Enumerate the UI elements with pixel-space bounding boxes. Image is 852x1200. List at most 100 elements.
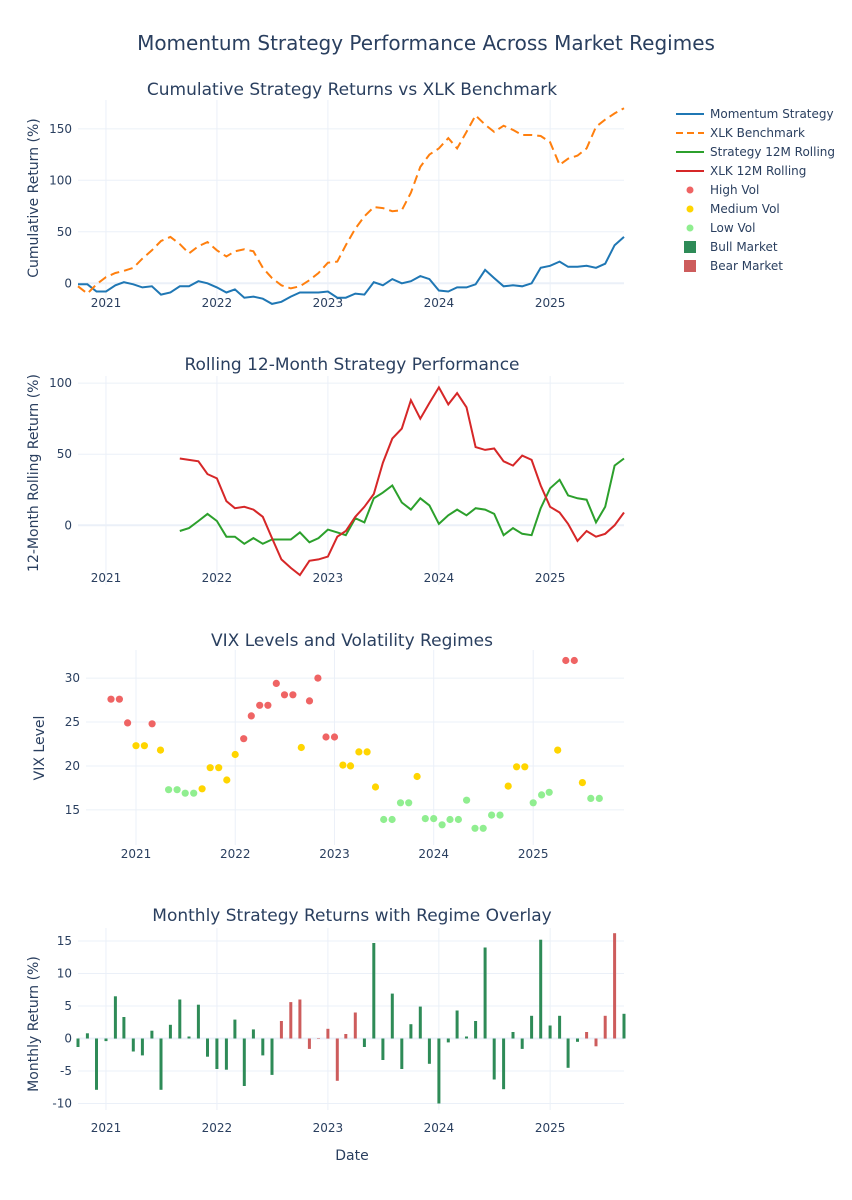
panel3-ytick: 20 — [65, 759, 80, 773]
vix-point — [454, 815, 462, 824]
monthly-return-bar — [279, 1021, 283, 1039]
panel2-xtick: 2021 — [91, 571, 122, 585]
panel1-title: Cumulative Strategy Returns vs XLK Bench… — [147, 80, 557, 100]
monthly-return-bar — [400, 1038, 404, 1069]
vix-point — [297, 743, 305, 752]
vix-point — [446, 815, 454, 824]
monthly-return-bar — [289, 1002, 293, 1039]
panel4-xtick: 2024 — [424, 1121, 455, 1135]
panel1-xtick: 2023 — [313, 296, 344, 310]
monthly-return-bar — [353, 1012, 357, 1039]
legend-label: Momentum Strategy — [710, 107, 834, 121]
monthly-return-bar — [131, 1038, 135, 1052]
panel4-title: Monthly Strategy Returns with Regime Ove… — [152, 906, 551, 926]
panel2-ytick: 100 — [49, 376, 72, 390]
panel4-xtick: 2025 — [535, 1121, 566, 1135]
vix-point — [438, 821, 446, 829]
monthly-return-bar — [187, 1036, 191, 1039]
monthly-return-bar — [409, 1024, 413, 1039]
panel3-title: VIX Levels and Volatility Regimes — [211, 631, 493, 651]
monthly-return-bar — [206, 1038, 209, 1057]
panel2-title: Rolling 12-Month Strategy Performance — [184, 355, 519, 375]
vix-point — [330, 733, 339, 741]
legend-dot-swatch — [686, 205, 694, 213]
vix-point — [578, 779, 587, 787]
vix-point — [463, 796, 471, 804]
panel2-xtick: 2022 — [202, 571, 233, 585]
monthly-return-bar — [539, 939, 543, 1039]
monthly-return-bar — [585, 1032, 589, 1039]
panel3-ytick: 25 — [65, 715, 80, 729]
strategy-12m-rolling-line — [179, 457, 625, 546]
monthly-return-bar — [104, 1038, 108, 1042]
vix-point — [430, 815, 438, 823]
monthly-return-bar — [455, 1010, 459, 1039]
monthly-return-bar — [548, 1025, 552, 1039]
monthly-return-bar — [344, 1034, 348, 1039]
monthly-return-bar — [178, 999, 182, 1039]
monthly-return-bar — [150, 1030, 154, 1039]
x-axis-label: Date — [335, 1148, 368, 1164]
legend-square-swatch — [684, 260, 696, 272]
monthly-return-bar — [261, 1038, 265, 1056]
monthly-return-bar — [335, 1038, 339, 1081]
legend-square-swatch — [684, 241, 696, 253]
vix-point — [165, 786, 173, 794]
vix-point — [124, 719, 132, 727]
legend-item: XLK 12M Rolling — [676, 164, 806, 178]
vix-point — [388, 815, 396, 824]
monthly-return-bar — [446, 1038, 450, 1043]
panel3-ytick: 15 — [65, 803, 80, 817]
monthly-return-bar — [511, 1032, 515, 1039]
panel3-ylabel: VIX Level — [32, 716, 48, 781]
monthly-return-bar — [372, 943, 376, 1039]
monthly-return-bar — [520, 1038, 524, 1049]
monthly-return-bar — [113, 996, 117, 1039]
vix-point — [107, 695, 115, 703]
panel1-ytick: 150 — [49, 122, 72, 136]
monthly-return-bar — [576, 1038, 579, 1042]
monthly-return-bar — [307, 1038, 311, 1049]
vix-point — [223, 776, 231, 784]
vix-point — [264, 701, 272, 709]
vix-point — [272, 679, 280, 688]
panel1-xtick: 2022 — [202, 296, 233, 310]
monthly-return-bar — [483, 947, 487, 1039]
panel1-xtick: 2024 — [424, 296, 455, 310]
vix-point — [215, 764, 223, 772]
monthly-return-bar — [381, 1038, 385, 1060]
vix-point — [488, 811, 496, 819]
vix-point — [413, 772, 421, 781]
monthly-return-bar — [224, 1038, 228, 1070]
vix-point — [538, 791, 546, 799]
vix-point — [247, 712, 255, 720]
vix-point — [496, 811, 504, 819]
vix-point — [513, 763, 521, 771]
legend-item: High Vol — [686, 183, 759, 197]
vix-point — [355, 748, 363, 756]
vix-point — [504, 782, 512, 790]
vix-point — [595, 794, 603, 803]
vix-point — [198, 785, 206, 793]
panel4-ytick: 5 — [64, 999, 72, 1013]
monthly-return-bar — [502, 1038, 506, 1090]
legend: Momentum Strategy XLK Benchmark Strategy 1… — [676, 107, 835, 273]
legend-item: Bear Market — [684, 259, 783, 273]
monthly-return-bar — [603, 1015, 607, 1039]
vix-point — [471, 824, 479, 832]
monthly-return-bar — [298, 999, 302, 1039]
panel1-axes: 2021 2022 2023 2024 2025 0 50 100 150 — [49, 100, 624, 310]
vix-point — [322, 733, 330, 741]
panel2-xtick: 2023 — [313, 571, 344, 585]
legend-dot-swatch — [686, 224, 694, 232]
vix-point — [314, 674, 322, 682]
monthly-return-bar — [613, 933, 617, 1039]
legend-label: Medium Vol — [710, 202, 780, 216]
monthly-return-bar — [594, 1038, 598, 1047]
vix-point — [206, 764, 214, 772]
vix-point — [545, 788, 553, 796]
vix-point — [305, 697, 314, 705]
legend-item: XLK Benchmark — [676, 126, 805, 140]
